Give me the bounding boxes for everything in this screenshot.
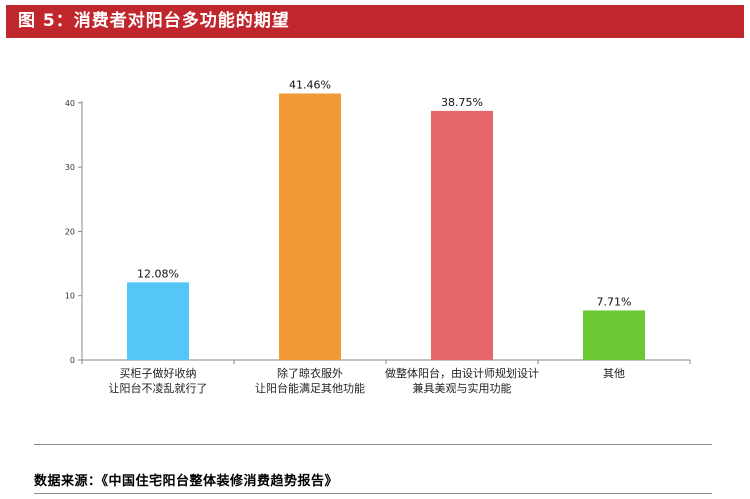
x-tick-label: 买柜子做好收纳 (120, 366, 197, 380)
y-tick-label: 30 (65, 163, 75, 172)
x-tick-label: 除了晾衣服外 (277, 366, 343, 380)
source-note: 数据来源：《中国住宅阳台整体装修消费趋势报告》 (34, 474, 339, 489)
bar (431, 110, 493, 361)
y-tick-label: 10 (65, 292, 75, 301)
y-tick-label: 40 (65, 99, 75, 108)
x-tick-label: 让阳台不凌乱就行了 (109, 381, 208, 395)
y-tick-label: 0 (70, 356, 75, 365)
bar (279, 93, 341, 360)
x-tick-label: 做整体阳台，由设计师规划设计 (385, 366, 539, 380)
data-label: 38.75% (441, 96, 483, 109)
x-tick-label: 其他 (603, 367, 625, 380)
footer-divider-top (34, 444, 712, 445)
bar (583, 310, 645, 360)
y-tick-label: 20 (65, 227, 75, 236)
data-label: 12.08% (137, 267, 179, 280)
x-tick-label: 兼具美观与实用功能 (413, 381, 512, 395)
bar (127, 282, 189, 360)
footer-divider-bottom (34, 493, 712, 494)
data-label: 41.46% (289, 78, 331, 91)
figure-title: 图 5：消费者对阳台多功能的期望 (6, 5, 744, 38)
x-tick-label: 让阳台能满足其他功能 (255, 381, 365, 395)
data-label: 7.71% (597, 295, 632, 308)
